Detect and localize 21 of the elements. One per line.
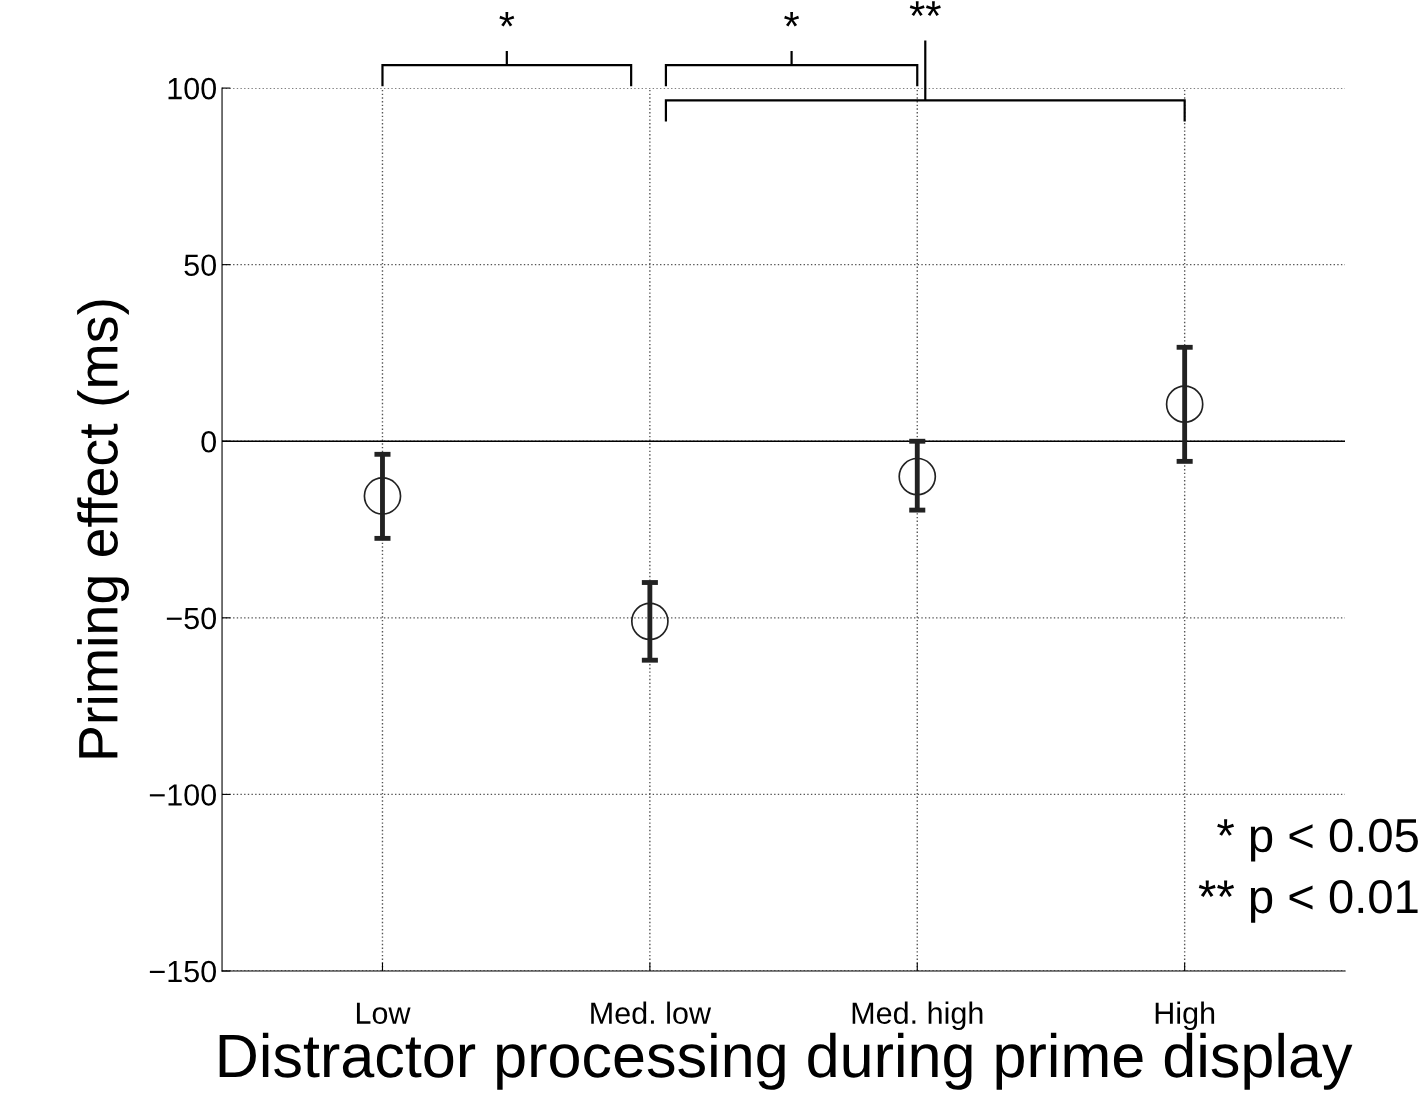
point: [1165, 385, 1204, 424]
x-axis-title: Distractor processing during prime display: [219, 1032, 1353, 1090]
text: **: [909, 1, 941, 16]
y-tick-label: −50: [166, 607, 216, 630]
y-tick-label: 50: [184, 254, 216, 277]
y-axis-title: Priming effect (ms): [77, 300, 129, 758]
x-tick-label: Med. high: [852, 1001, 983, 1031]
y-tick-label: 100: [168, 77, 216, 100]
annotation: * p < 0.05: [1217, 818, 1418, 862]
text: *: [784, 11, 800, 27]
point: [630, 602, 669, 641]
y-tick-label: −100: [149, 784, 216, 806]
y-tick-label: 0: [201, 430, 216, 453]
x-tick-label: Low: [356, 1002, 411, 1024]
text: *: [499, 11, 515, 27]
point: [363, 477, 402, 515]
y-tick-label: −150: [149, 960, 216, 983]
x-tick-label: Med. low: [591, 1001, 712, 1024]
point: [898, 457, 937, 496]
x-tick-label: High: [1155, 1001, 1215, 1031]
annotation: ** p < 0.01: [1198, 879, 1418, 923]
